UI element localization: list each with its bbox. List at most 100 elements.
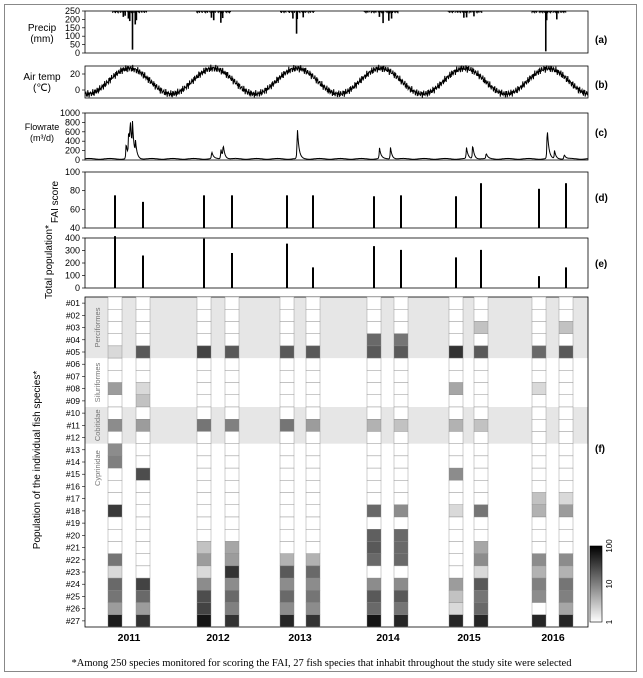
heatmap-cell bbox=[224, 296, 240, 310]
heatmap-cell bbox=[531, 577, 547, 591]
panel-tag-c: (c) bbox=[595, 128, 607, 139]
heatmap-cell bbox=[135, 309, 151, 322]
heatmap-cell bbox=[473, 431, 489, 444]
heatmap-cell bbox=[135, 553, 151, 567]
heatmap-cell bbox=[531, 455, 547, 469]
species-label: #13 bbox=[66, 445, 80, 455]
heatmap-cell bbox=[279, 333, 295, 347]
heatmap-cell bbox=[448, 602, 464, 615]
heatmap-cell bbox=[279, 406, 295, 420]
heatmap-cell bbox=[196, 345, 212, 359]
species-group-label: Cobitidae bbox=[93, 409, 102, 441]
heatmap-cell bbox=[393, 431, 409, 444]
species-label: #20 bbox=[66, 530, 80, 540]
airtemp-line bbox=[84, 64, 588, 98]
heatmap-cell bbox=[558, 516, 574, 530]
heatmap-cell bbox=[448, 553, 464, 567]
fai-ylabel: FAI score bbox=[50, 180, 61, 223]
heatmap-cell bbox=[196, 333, 212, 347]
heatmap-cell bbox=[305, 296, 321, 310]
heatmap-cell bbox=[305, 419, 321, 432]
heatmap-cell bbox=[305, 333, 321, 347]
heatmap-cell bbox=[531, 553, 547, 567]
heatmap-cell bbox=[224, 492, 240, 505]
heatmap-cell bbox=[393, 590, 409, 603]
heatmap-cell bbox=[279, 504, 295, 518]
species-label: #02 bbox=[66, 310, 80, 320]
flowrate-axis-tick-label: 600 bbox=[65, 127, 80, 137]
heatmap-cell bbox=[305, 467, 321, 481]
year-label: 2015 bbox=[457, 632, 481, 644]
heatmap-cell bbox=[366, 419, 382, 432]
heatmap-cell bbox=[531, 296, 547, 310]
heatmap-cell bbox=[531, 321, 547, 334]
heatmap-cell bbox=[558, 455, 574, 469]
year-label: 2016 bbox=[541, 632, 565, 644]
heatmap-cell bbox=[473, 370, 489, 383]
heatmap-cell bbox=[305, 394, 321, 408]
heatmap-cell bbox=[135, 565, 151, 579]
heatmap-cell bbox=[224, 357, 240, 371]
heatmap-cell bbox=[224, 309, 240, 322]
heatmap-cell bbox=[531, 602, 547, 615]
heatmap-cell bbox=[196, 370, 212, 383]
heatmap-cell bbox=[448, 541, 464, 554]
heatmap-cell bbox=[558, 614, 574, 628]
heatmap-cell bbox=[107, 443, 123, 457]
heatmap-cell bbox=[196, 516, 212, 530]
heatmap-cell bbox=[448, 590, 464, 603]
heatmap-cell bbox=[473, 504, 489, 518]
heatmap-cell bbox=[393, 309, 409, 322]
heatmap-cell bbox=[196, 431, 212, 444]
heatmap-cell bbox=[448, 516, 464, 530]
heatmap-cell bbox=[279, 419, 295, 432]
heatmap-cell bbox=[196, 492, 212, 505]
heatmap-cell bbox=[107, 504, 123, 518]
heatmap-cell bbox=[366, 565, 382, 579]
heatmap-cell bbox=[279, 565, 295, 579]
heatmap-cell bbox=[393, 492, 409, 505]
heatmap-cell bbox=[279, 431, 295, 444]
airtemp-plot-frame bbox=[84, 65, 589, 99]
heatmap-cell bbox=[305, 602, 321, 615]
heatmap-cell bbox=[107, 431, 123, 444]
heatmap-cell bbox=[473, 577, 489, 591]
figure-frame bbox=[4, 4, 637, 672]
heatmap-cell bbox=[558, 590, 574, 603]
heatmap-cell bbox=[224, 333, 240, 347]
heatmap-cell bbox=[107, 309, 123, 322]
heatmap-cell bbox=[196, 455, 212, 469]
species-label: #07 bbox=[66, 371, 80, 381]
heatmap-cell bbox=[531, 443, 547, 457]
heatmap-cell bbox=[196, 614, 212, 628]
heatmap-cell bbox=[393, 455, 409, 469]
heatmap-cell bbox=[393, 541, 409, 554]
heatmap-cell bbox=[107, 565, 123, 579]
population-axis-tick-label: 400 bbox=[65, 233, 80, 243]
heatmap-cell bbox=[531, 406, 547, 420]
heatmap-cell bbox=[531, 345, 547, 359]
heatmap-cell bbox=[531, 492, 547, 505]
species-group-label: Siluriformes bbox=[93, 363, 102, 403]
heatmap-cell bbox=[531, 382, 547, 395]
heatmap-cell bbox=[107, 480, 123, 493]
heatmap-cell bbox=[366, 309, 382, 322]
heatmap-cell bbox=[473, 614, 489, 628]
species-label: #18 bbox=[66, 506, 80, 516]
flowrate-ylabel: (m³/d) bbox=[30, 133, 54, 143]
heatmap-cell bbox=[196, 419, 212, 432]
population-plot-frame bbox=[84, 237, 589, 289]
heatmap-cell bbox=[558, 382, 574, 395]
heatmap-cell bbox=[393, 516, 409, 530]
heatmap-cell bbox=[305, 357, 321, 371]
heatmap-cell bbox=[224, 382, 240, 395]
heatmap-cell bbox=[473, 529, 489, 542]
species-group-label: Perciformes bbox=[93, 307, 102, 347]
flowrate-axis-tick-label: 0 bbox=[75, 155, 80, 165]
heatmap-cell bbox=[473, 309, 489, 322]
heatmap-cell bbox=[135, 321, 151, 334]
heatmap-cell bbox=[135, 504, 151, 518]
heatmap-cell bbox=[531, 504, 547, 518]
heatmap-cell bbox=[558, 406, 574, 420]
heatmap-cell bbox=[393, 565, 409, 579]
